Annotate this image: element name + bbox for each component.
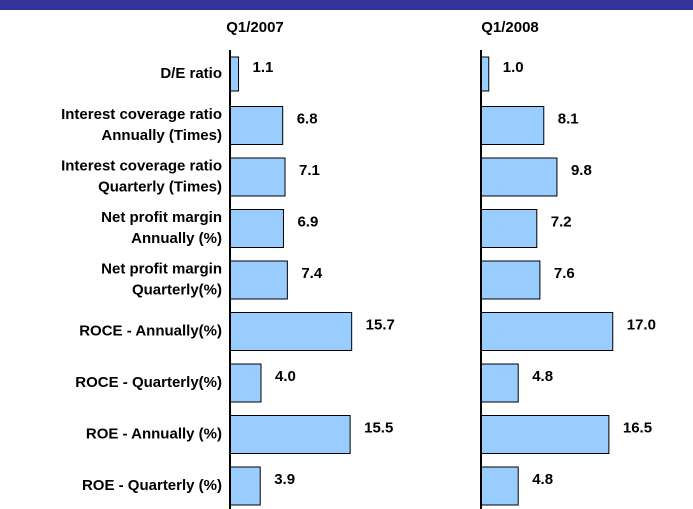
panel-title: Q1/2007 xyxy=(226,19,284,36)
bar xyxy=(480,56,490,92)
bar xyxy=(229,363,262,403)
bar xyxy=(480,209,538,248)
bar xyxy=(480,415,610,454)
value-label: 4.8 xyxy=(532,471,553,488)
category-label: Interest coverage ratio xyxy=(61,106,222,123)
category-label: ROE - Annually (%) xyxy=(86,425,222,442)
category-label: ROCE - Quarterly(%) xyxy=(75,374,222,391)
value-label: 17.0 xyxy=(627,316,656,333)
value-label: 8.1 xyxy=(558,110,579,127)
category-label: Interest coverage ratio xyxy=(61,157,222,174)
bar xyxy=(480,466,519,506)
category-label: ROE - Quarterly (%) xyxy=(82,477,222,494)
value-label: 7.2 xyxy=(551,213,572,230)
value-label: 15.7 xyxy=(366,316,395,333)
value-label: 4.8 xyxy=(532,368,553,385)
value-label: 1.1 xyxy=(253,59,274,76)
category-label: Quarterly(%) xyxy=(132,281,222,298)
value-label: 4.0 xyxy=(275,368,296,385)
value-label: 7.6 xyxy=(554,265,575,282)
value-label: 9.8 xyxy=(571,162,592,179)
bar xyxy=(229,312,353,351)
bar xyxy=(229,157,286,197)
bar xyxy=(480,363,519,403)
bar xyxy=(229,415,351,454)
bar xyxy=(229,466,261,506)
value-label: 15.5 xyxy=(364,419,393,436)
top-band xyxy=(0,0,693,10)
value-label: 6.8 xyxy=(297,110,318,127)
category-label: Annually (Times) xyxy=(101,127,222,144)
value-label: 16.5 xyxy=(623,419,652,436)
value-label: 6.9 xyxy=(297,213,318,230)
category-label: ROCE - Annually(%) xyxy=(79,322,222,339)
category-label: D/E ratio xyxy=(160,65,222,82)
value-label: 1.0 xyxy=(503,59,524,76)
bar xyxy=(229,106,284,145)
category-label: Net profit margin xyxy=(101,209,222,226)
category-label: Quarterly (Times) xyxy=(98,178,222,195)
bar xyxy=(480,157,558,197)
bar xyxy=(229,209,284,248)
value-label: 7.4 xyxy=(301,265,323,282)
category-label: Annually (%) xyxy=(131,230,222,247)
bar xyxy=(229,56,240,92)
value-label: 3.9 xyxy=(274,471,295,488)
value-label: 7.1 xyxy=(299,162,320,179)
bar xyxy=(480,260,541,300)
bar xyxy=(480,312,614,351)
category-label: Net profit margin xyxy=(101,260,222,277)
bar xyxy=(229,260,288,300)
bar xyxy=(480,106,545,145)
panel-title: Q1/2008 xyxy=(481,19,539,36)
